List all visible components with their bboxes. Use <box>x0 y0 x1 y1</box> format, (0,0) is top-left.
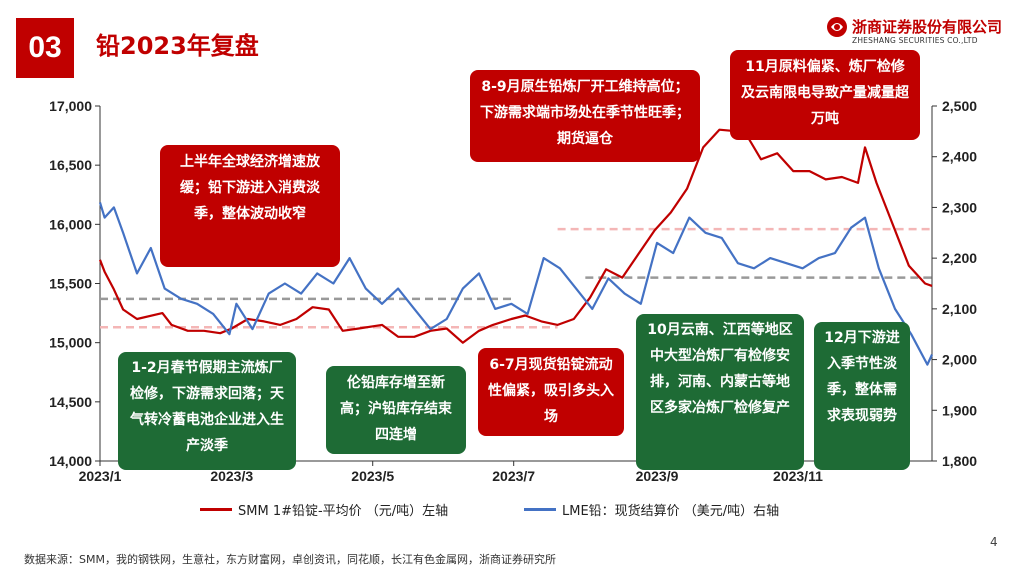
right-tick-label: 1,800 <box>942 453 977 469</box>
callout-inventory: 伦铅库存增至新高；沪铅库存结束四连增 <box>326 366 466 454</box>
callout-jun-jul: 6-7月现货铅锭流动性偏紧，吸引多头入场 <box>478 348 624 436</box>
right-tick-label: 2,000 <box>942 352 977 368</box>
legend-label-lme: LME铅：现货结算价 （美元/吨）右轴 <box>562 504 780 519</box>
logo-company-name-en: ZHESHANG SECURITIES CO.,LTD <box>852 36 978 45</box>
right-tick-label: 2,100 <box>942 301 977 317</box>
right-tick-label: 1,900 <box>942 402 977 418</box>
callout-nov-supply: 11月原料偏紧、炼厂检修及云南限电导致产量减量超万吨 <box>730 50 920 140</box>
right-tick-label: 2,200 <box>942 250 977 266</box>
legend-lme: LME铅：现货结算价 （美元/吨）右轴 <box>524 500 779 519</box>
legend-smm: SMM 1#铅锭-平均价 （元/吨）左轴 <box>200 500 448 519</box>
callout-h1-macro: 上半年全球经济增速放缓；铅下游进入消费淡季，整体波动收窄 <box>160 145 340 267</box>
series-line-smm <box>98 128 933 344</box>
callout-oct-maintenance: 10月云南、江西等地区中大型冶炼厂有检修安排，河南、内蒙古等地区多家冶炼厂检修复… <box>636 314 804 470</box>
right-tick-label: 2,300 <box>942 199 977 215</box>
legend-swatch-lme <box>524 508 556 511</box>
left-tick-label: 14,500 <box>49 394 92 410</box>
callout-aug-sep: 8-9月原生铅炼厂开工维持高位；下游需求端市场处在季节性旺季；期货逼仓 <box>470 70 700 162</box>
callout-dec-demand: 12月下游进入季节性淡季，整体需求表现弱势 <box>814 322 910 470</box>
page-number: 4 <box>990 535 998 549</box>
x-tick-label: 2023/1 <box>79 468 122 484</box>
x-tick-label: 2023/7 <box>492 468 535 484</box>
legend-swatch-smm <box>200 508 232 511</box>
x-tick-label: 2023/3 <box>210 468 253 484</box>
logo-mark-icon <box>827 17 847 37</box>
series-line-lme <box>98 202 934 366</box>
right-tick-label: 2,400 <box>942 149 977 165</box>
x-tick-label: 2023/9 <box>636 468 679 484</box>
left-tick-label: 16,000 <box>49 216 92 232</box>
page-title: 铅2023年复盘 <box>96 32 259 60</box>
x-tick-label: 2023/11 <box>773 468 823 484</box>
section-badge: 03 <box>16 18 74 78</box>
left-tick-label: 15,500 <box>49 276 92 292</box>
left-tick-label: 17,000 <box>49 98 92 114</box>
logo-company-name: 浙商证券股份有限公司 <box>852 18 1003 36</box>
data-source-note: 数据来源：SMM，我的钢铁网，生意社，东方财富网，卓创资讯，同花顺，长江有色金属… <box>24 553 556 566</box>
left-tick-label: 15,000 <box>49 335 92 351</box>
legend-label-smm: SMM 1#铅锭-平均价 （元/吨）左轴 <box>238 504 449 519</box>
company-logo: 浙商证券股份有限公司 ZHESHANG SECURITIES CO.,LTD <box>826 14 1016 54</box>
callout-jan-feb: 1-2月春节假期主流炼厂检修，下游需求回落；天气转冷蓄电池企业进入生产淡季 <box>118 352 296 470</box>
left-tick-label: 14,000 <box>49 453 92 469</box>
x-tick-label: 2023/5 <box>351 468 394 484</box>
right-tick-label: 2,500 <box>942 98 977 114</box>
left-tick-label: 16,500 <box>49 157 92 173</box>
